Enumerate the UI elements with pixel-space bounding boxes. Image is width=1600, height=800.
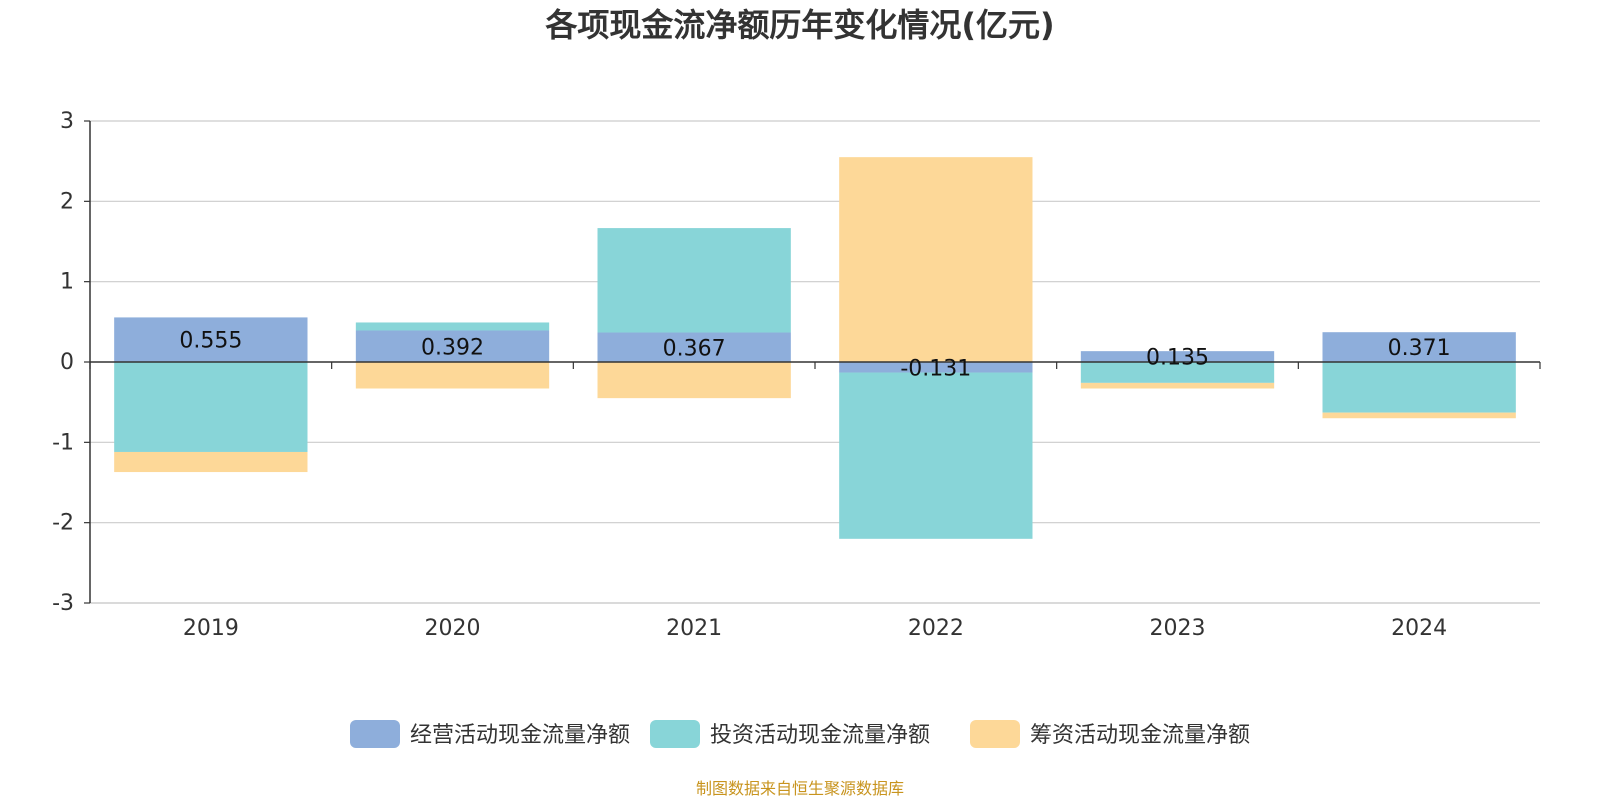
x-tick-label: 2024	[1391, 616, 1447, 641]
bar-segment	[839, 362, 1033, 373]
bar-segment	[839, 372, 1033, 539]
bar-segment	[597, 362, 791, 399]
x-tick-label: 2020	[425, 616, 481, 641]
bars	[114, 157, 1516, 539]
bar-segment	[114, 317, 308, 362]
chart-title: 各项现金流净额历年变化情况(亿元)	[545, 6, 1054, 44]
bar-segment	[597, 228, 791, 333]
y-tick-label: 2	[60, 189, 74, 214]
bar-segment	[1080, 362, 1275, 383]
legend-label: 筹资活动现金流量净额	[1030, 723, 1250, 748]
data-labels: 0.555 0.392 0.367 -0.131 0.135 0.371	[179, 329, 1450, 382]
bar-segment	[1080, 382, 1275, 389]
grid-lines	[90, 120, 1540, 604]
bar-segment	[1080, 351, 1275, 362]
legend-swatch	[650, 720, 700, 748]
bar-segment	[1322, 412, 1516, 419]
y-tick-label: -2	[52, 511, 74, 536]
y-tick-label: -3	[52, 591, 74, 616]
data-label: -0.131	[900, 356, 971, 381]
data-label: 0.135	[1146, 346, 1209, 371]
bar-segment	[597, 332, 791, 362]
legend-label: 投资活动现金流量净额	[710, 723, 930, 748]
y-tick-label: -1	[52, 430, 74, 455]
bar-segment	[1322, 332, 1516, 362]
data-label: 0.392	[421, 335, 484, 360]
y-tick-label: 0	[60, 350, 74, 375]
data-label: 0.367	[663, 336, 726, 361]
bar-segment	[114, 362, 308, 452]
axes: 3 2 1 0 -1 -2 -3 2019 2020 2021 2022 2023 2024	[52, 109, 1541, 641]
source-note: 制图数据来自恒生聚源数据库	[696, 779, 904, 798]
y-tick-label: 3	[60, 109, 74, 134]
x-tick-label: 2022	[908, 616, 964, 641]
legend-swatch	[350, 720, 400, 748]
legend-label: 经营活动现金流量净额	[410, 723, 630, 748]
bar-segment	[1322, 362, 1516, 413]
y-tick-label: 1	[60, 270, 74, 295]
legend: 经营活动现金流量净额 投资活动现金流量净额 筹资活动现金流量净额	[350, 720, 1250, 748]
bar-segment	[355, 330, 550, 362]
legend-swatch	[970, 720, 1020, 748]
bar-segment	[114, 451, 308, 473]
data-label: 0.555	[179, 329, 242, 354]
x-tick-label: 2023	[1150, 616, 1206, 641]
bar-segment	[355, 322, 550, 331]
bar-segment	[839, 157, 1033, 362]
data-label: 0.371	[1388, 336, 1451, 361]
x-tick-label: 2019	[183, 616, 239, 641]
bar-segment	[355, 362, 550, 389]
x-tick-label: 2021	[666, 616, 722, 641]
